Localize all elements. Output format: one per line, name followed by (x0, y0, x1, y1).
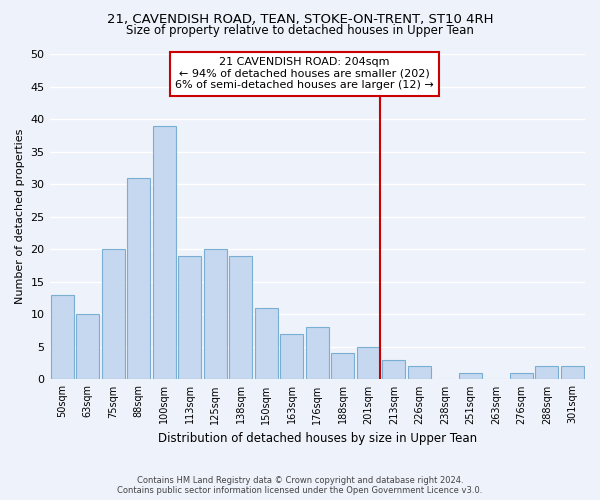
Bar (306, 328, 329, 380)
Bar (408, 366, 431, 380)
Bar (102, 250, 125, 380)
Bar (255, 308, 278, 380)
Text: 21, CAVENDISH ROAD, TEAN, STOKE-ON-TRENT, ST10 4RH: 21, CAVENDISH ROAD, TEAN, STOKE-ON-TRENT… (107, 12, 493, 26)
Bar (204, 250, 227, 380)
Text: Size of property relative to detached houses in Upper Tean: Size of property relative to detached ho… (126, 24, 474, 37)
Text: Contains public sector information licensed under the Open Government Licence v3: Contains public sector information licen… (118, 486, 482, 495)
Bar (459, 373, 482, 380)
Bar (510, 373, 533, 380)
Bar (229, 256, 252, 380)
Bar (76, 314, 99, 380)
Bar (382, 360, 405, 380)
Bar (357, 347, 380, 380)
Text: Contains HM Land Registry data © Crown copyright and database right 2024.: Contains HM Land Registry data © Crown c… (137, 476, 463, 485)
Bar (127, 178, 150, 380)
Text: 21 CAVENDISH ROAD: 204sqm
← 94% of detached houses are smaller (202)
6% of semi-: 21 CAVENDISH ROAD: 204sqm ← 94% of detac… (175, 58, 434, 90)
Bar (331, 354, 354, 380)
Bar (561, 366, 584, 380)
X-axis label: Distribution of detached houses by size in Upper Tean: Distribution of detached houses by size … (158, 432, 477, 445)
Bar (51, 295, 74, 380)
Bar (280, 334, 303, 380)
Bar (153, 126, 176, 380)
Y-axis label: Number of detached properties: Number of detached properties (15, 129, 25, 304)
Bar (178, 256, 201, 380)
Bar (535, 366, 558, 380)
